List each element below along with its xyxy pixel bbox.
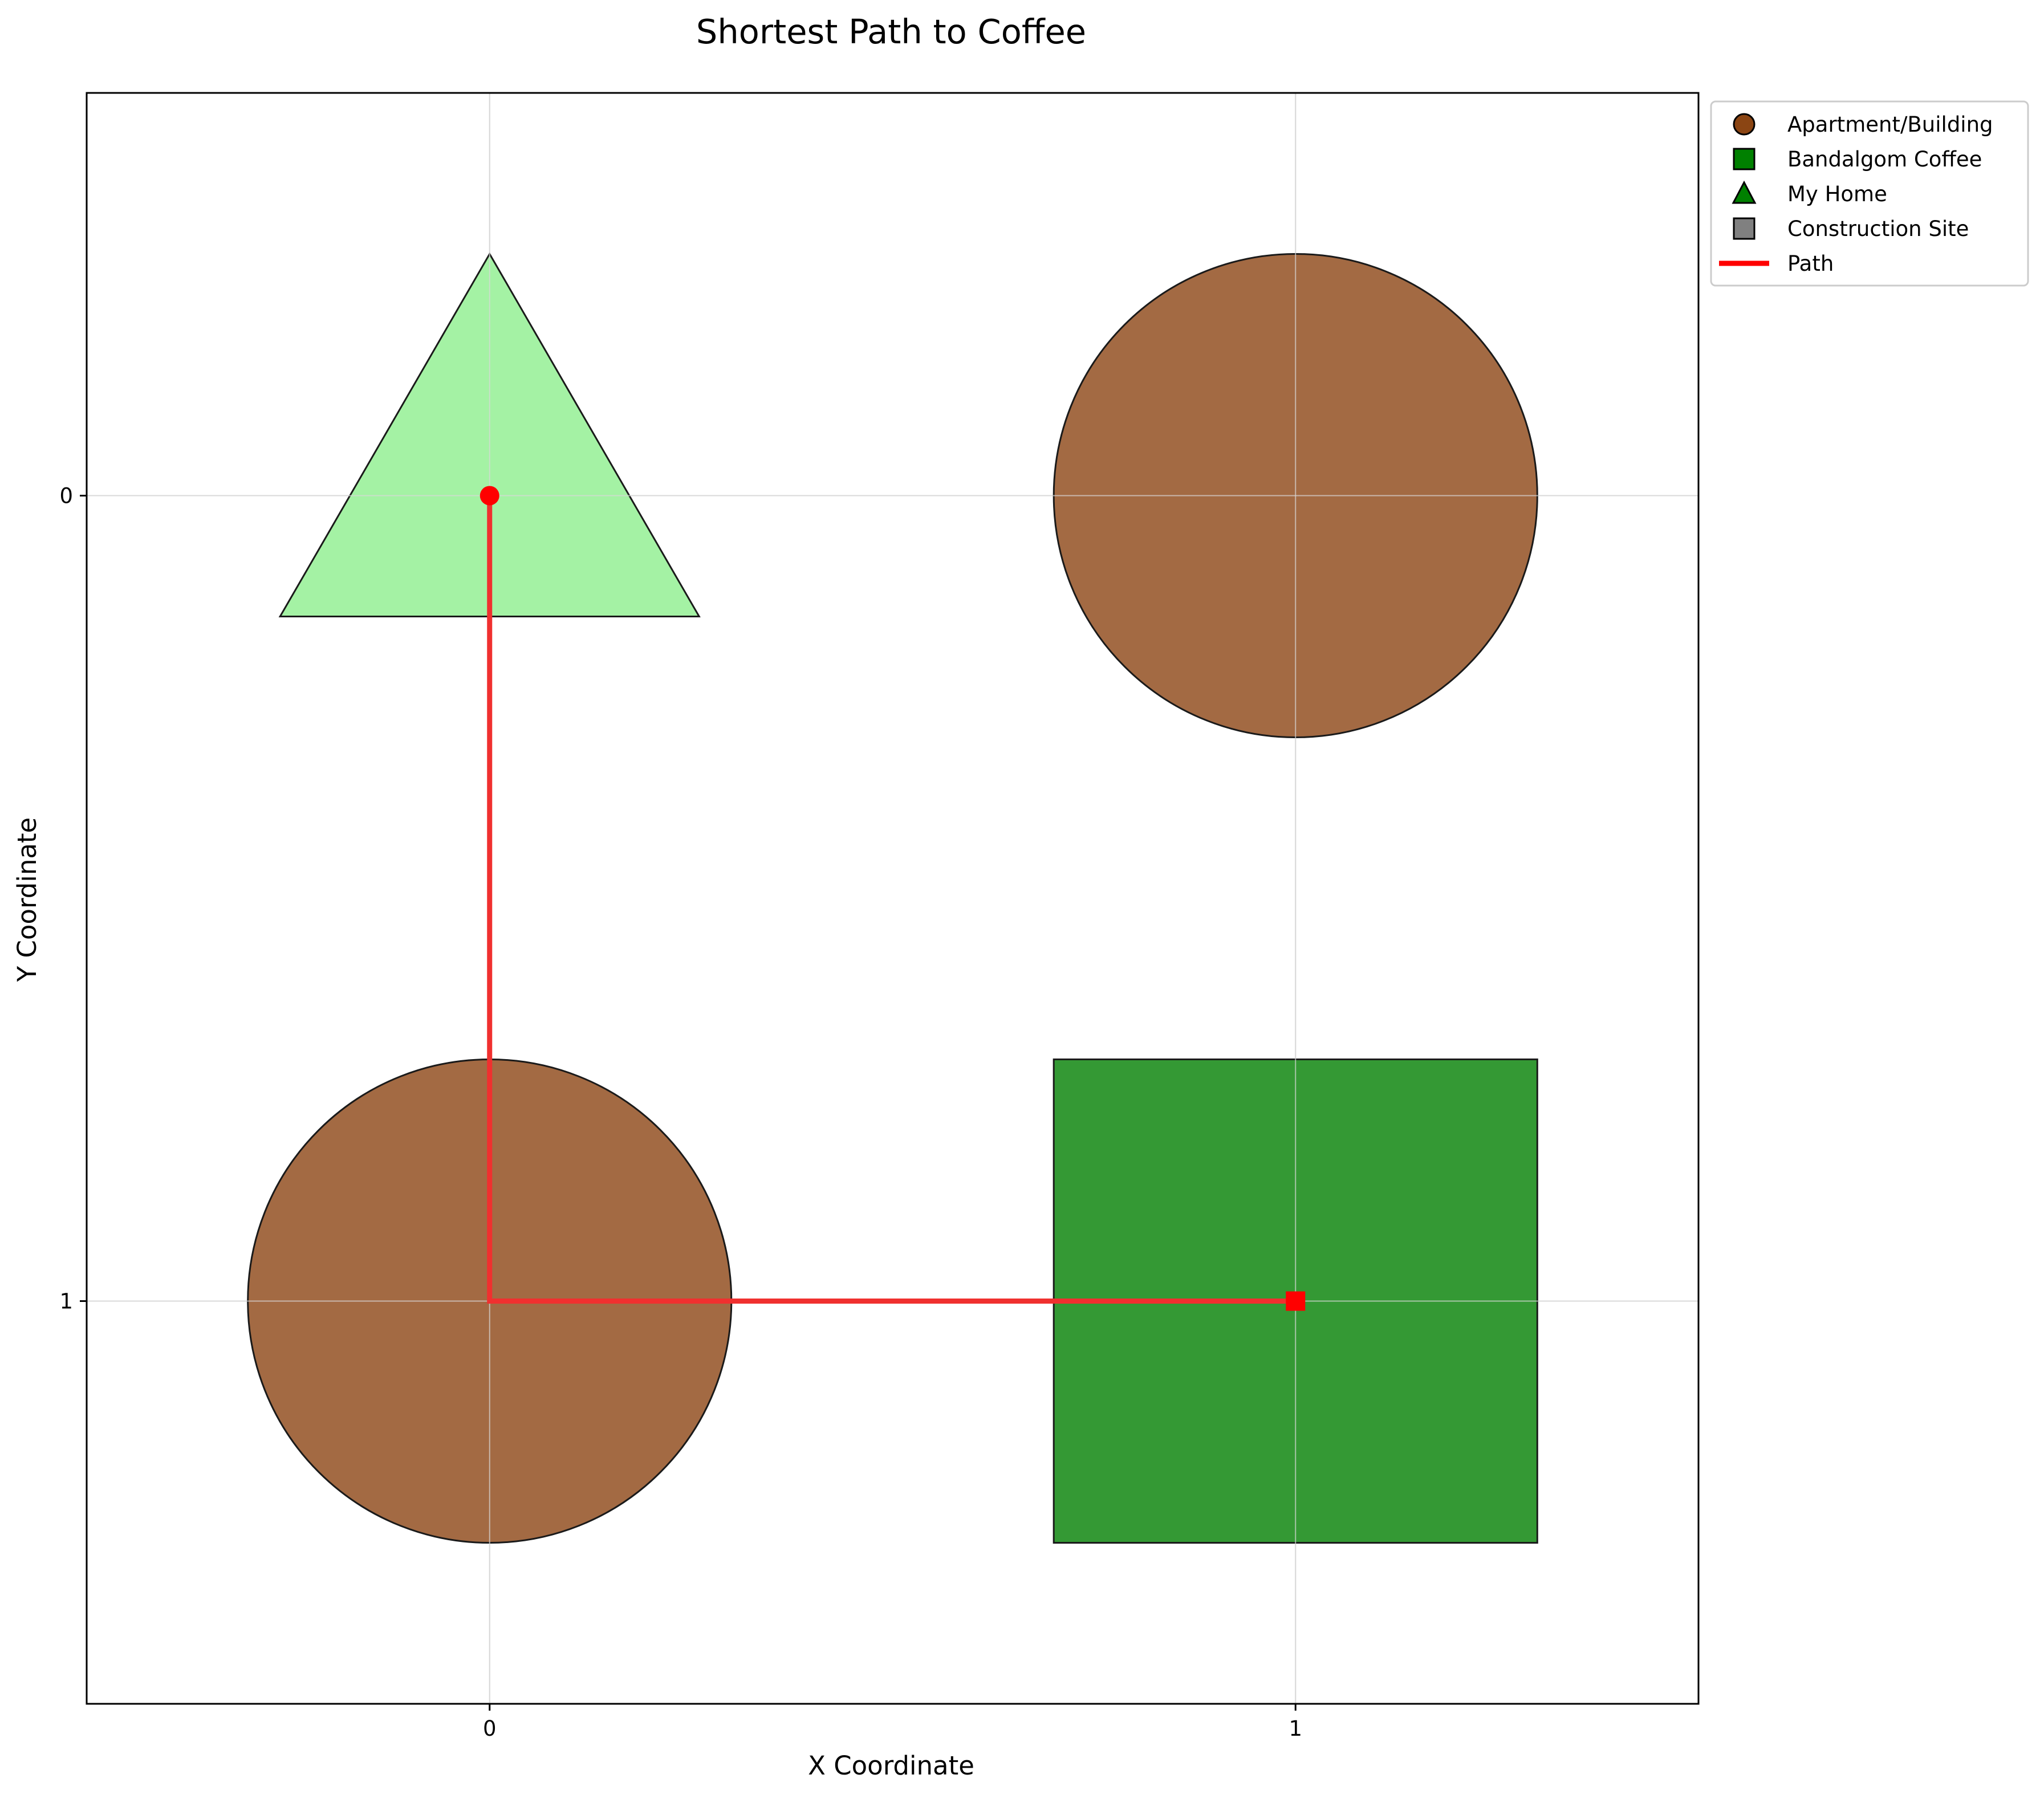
legend: Apartment/Building Bandalgom Coffee My Hom… [1710, 100, 2029, 287]
legend-circle-icon [1733, 113, 1756, 136]
legend-square-icon [1733, 217, 1756, 240]
y-tick-label: 1 [59, 1289, 73, 1314]
legend-label: Bandalgom Coffee [1787, 147, 1982, 172]
y-axis-label: Y Coordinate [12, 817, 42, 982]
x-axis-label: X Coordinate [808, 1751, 974, 1781]
y-tick-label: 0 [59, 484, 73, 508]
legend-box [1710, 100, 2029, 287]
legend-label: Construction Site [1787, 217, 1969, 241]
path-start-point [479, 486, 499, 506]
path-end-point [1286, 1291, 1306, 1311]
legend-label: Apartment/Building [1787, 112, 1993, 137]
axes-frame [86, 92, 1700, 1705]
x-tick-label: 0 [483, 1716, 497, 1741]
path-line [487, 495, 1296, 1304]
legend-triangle-icon [1732, 180, 1757, 204]
x-tick-label: 1 [1289, 1716, 1302, 1741]
plot-area: 0 0 1 1 [59, 92, 1700, 1741]
legend-square-icon [1733, 148, 1756, 170]
legend-label: Path [1787, 251, 1834, 276]
legend-label: My Home [1787, 182, 1887, 206]
chart-title: Shortest Path to Coffee [696, 12, 1086, 51]
